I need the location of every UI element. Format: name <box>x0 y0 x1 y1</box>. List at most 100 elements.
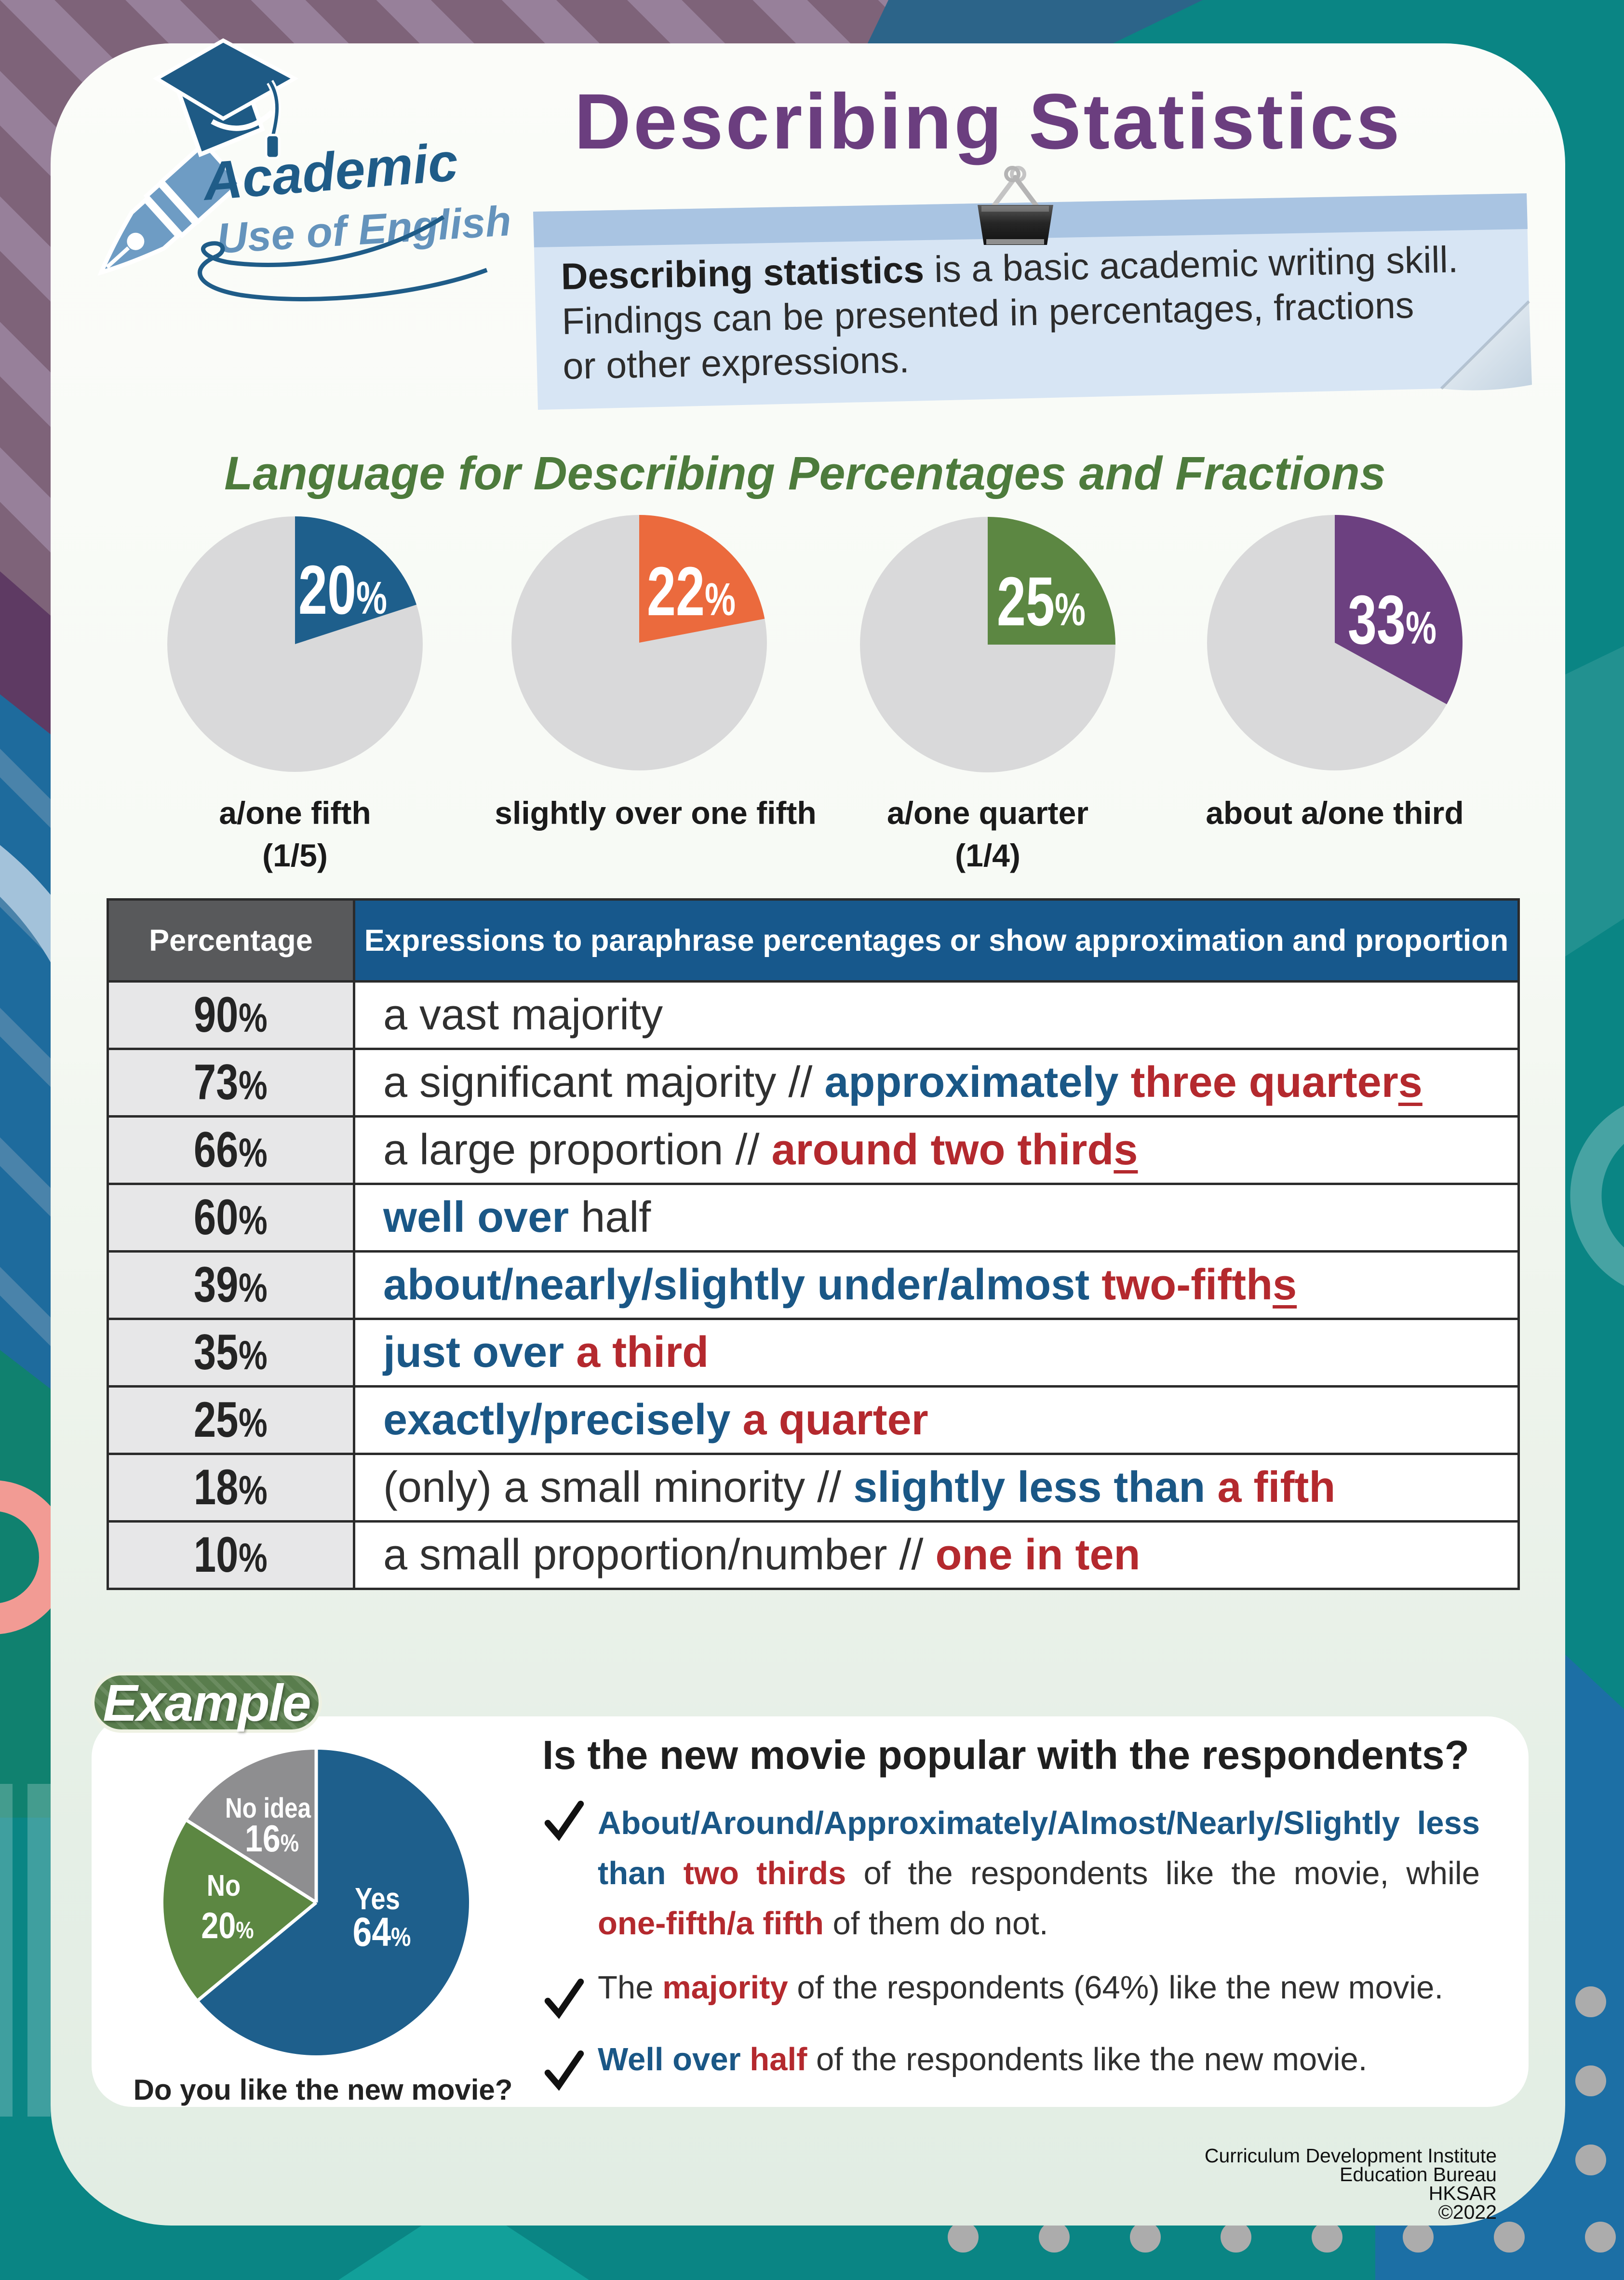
circle-shape <box>127 232 145 250</box>
tspan-shape: % <box>1055 583 1086 635</box>
path-shape <box>533 193 1529 410</box>
table-header-percentage: Percentage <box>107 898 355 983</box>
percentage-cell: 18% <box>107 1453 355 1523</box>
text-segment: one-fifth/a fifth <box>598 1905 833 1942</box>
div-shape: (1/4) <box>955 837 1020 873</box>
table-row: 73% a significant majority // approximate… <box>107 1048 1520 1118</box>
path-shape <box>978 205 1053 245</box>
tspan-shape: % <box>705 573 736 625</box>
bullet-text: The majority of the respondents (64%) li… <box>598 1963 1480 2013</box>
text-segment: half <box>750 2041 817 2078</box>
tspan-shape: 64 <box>353 1909 391 1955</box>
span-shape: 18 <box>193 1459 239 1515</box>
pie-caption: about a/one third <box>1103 792 1566 834</box>
text-segment: half <box>581 1193 651 1241</box>
table-row: 66% a large proportion // around two thir… <box>107 1115 1520 1185</box>
tspan-shape: 16 <box>245 1818 281 1860</box>
span-shape: % <box>239 995 268 1040</box>
text-segment: s <box>1114 1126 1138 1174</box>
table-row: 35% just over a third <box>107 1318 1520 1388</box>
table-row: 10% a small proportion/number // one in t… <box>107 1520 1520 1590</box>
tspan-shape: 33 <box>1348 581 1406 659</box>
text-segment: three quarter <box>1130 1058 1398 1106</box>
rect-shape <box>986 239 1044 244</box>
academic-use-of-english-logo: Academic Use of English <box>97 38 512 301</box>
text-segment: a small proportion/number // <box>383 1531 936 1579</box>
percentage-cell: 25% <box>107 1385 355 1455</box>
percentage-cell: 35% <box>107 1318 355 1388</box>
span-shape: 35 <box>193 1324 239 1380</box>
span-shape: % <box>239 1063 268 1108</box>
example-bullet: The majority of the respondents (64%) li… <box>542 1963 1502 2019</box>
line-shape <box>106 246 130 269</box>
pie-value-label: 22% <box>647 553 736 630</box>
footer-credits: Curriculum Development Institute Educatio… <box>1012 2146 1497 2222</box>
rect-shape <box>981 206 1049 212</box>
span-shape: 66 <box>193 1122 239 1178</box>
check-icon <box>544 1978 584 2019</box>
text-segment: s <box>1273 1261 1297 1309</box>
table-row: 25% exactly/precisely a quarter <box>107 1385 1520 1455</box>
expression-cell: a large proportion // around two thirds <box>353 1115 1520 1185</box>
polyline-shape <box>544 2050 584 2091</box>
span-shape: 10 <box>193 1527 239 1583</box>
text-segment: just over <box>383 1328 577 1376</box>
dot-row-decoration <box>948 1986 1616 2253</box>
span-shape: 90 <box>193 987 239 1043</box>
note-shape <box>533 193 1532 410</box>
light-bar <box>0 1784 13 2117</box>
rect-shape <box>265 134 281 160</box>
light-bar <box>27 1784 51 2117</box>
text-segment: majority <box>662 1970 797 2006</box>
pie-slice <box>639 515 765 643</box>
example-question: Is the new movie popular with the respon… <box>542 1732 1469 1778</box>
teal-trapezoid <box>338 2223 589 2280</box>
text-segment: of the respondents (64%) like the new mo… <box>797 1970 1444 2006</box>
span-shape: % <box>239 1333 268 1378</box>
span-shape: % <box>239 1265 268 1310</box>
example-bullet: About/Around/Approximately/Almost/Nearly… <box>542 1798 1502 1949</box>
example-pie-slice <box>163 1821 316 2000</box>
span-shape: % <box>239 1535 268 1580</box>
span-shape: % <box>239 1400 268 1445</box>
section-heading: Language for Describing Percentages and … <box>224 447 1386 499</box>
pie-slice <box>295 516 417 644</box>
path-shape <box>211 109 274 131</box>
div-shape: (1/5) <box>262 837 328 873</box>
circle-shape <box>1575 2065 1606 2096</box>
check-icon <box>544 1800 584 1841</box>
circle-shape <box>1403 2222 1434 2253</box>
footer-line: ©2022 <box>1438 2201 1497 2223</box>
fountain-pen-icon <box>97 140 244 276</box>
expression-cell: about/nearly/slightly under/almost two-f… <box>353 1250 1520 1320</box>
text-segment: a large proportion // <box>383 1126 772 1174</box>
percentage-cell: 39% <box>107 1250 355 1320</box>
tspan-shape: % <box>236 1917 254 1943</box>
light-teal-ring <box>1570 1106 1624 1286</box>
pie-caption: slightly over one fifth <box>424 792 887 834</box>
pie-slice <box>988 517 1115 645</box>
logo-text-academic: Academic <box>200 132 460 212</box>
rect-shape <box>143 181 198 239</box>
text-segment: a vast majority <box>383 991 663 1039</box>
table-row: 90% a vast majority <box>107 980 1520 1050</box>
example-pie-value: 20% <box>201 1905 254 1946</box>
percentage-cell: 90% <box>107 980 355 1050</box>
polyline-shape <box>1013 175 1041 211</box>
text-segment: of them do not. <box>832 1905 1048 1942</box>
text-segment: well over <box>383 1193 581 1241</box>
circle-shape <box>1494 2222 1525 2253</box>
tbody-shape: 90% a vast majority 73% a significant major… <box>107 980 1520 1590</box>
circle-shape <box>1039 2222 1070 2253</box>
footer-line: HKSAR <box>1428 2182 1497 2204</box>
text-segment: approximately <box>824 1058 1131 1106</box>
span-shape: % <box>239 1198 268 1243</box>
circle-shape <box>1312 2222 1342 2253</box>
tr-shape: Percentage Expressions to paraphrase per… <box>107 898 1520 983</box>
blue-band-top <box>865 0 1203 48</box>
text-segment: About/Around/Approximately/Almost/Nearly… <box>598 1805 1480 1891</box>
thead-shape: Percentage Expressions to paraphrase per… <box>107 898 1520 983</box>
circle-shape <box>948 2222 979 2253</box>
example-pie-value: 64% <box>353 1909 411 1955</box>
logo-swoosh <box>201 215 445 268</box>
